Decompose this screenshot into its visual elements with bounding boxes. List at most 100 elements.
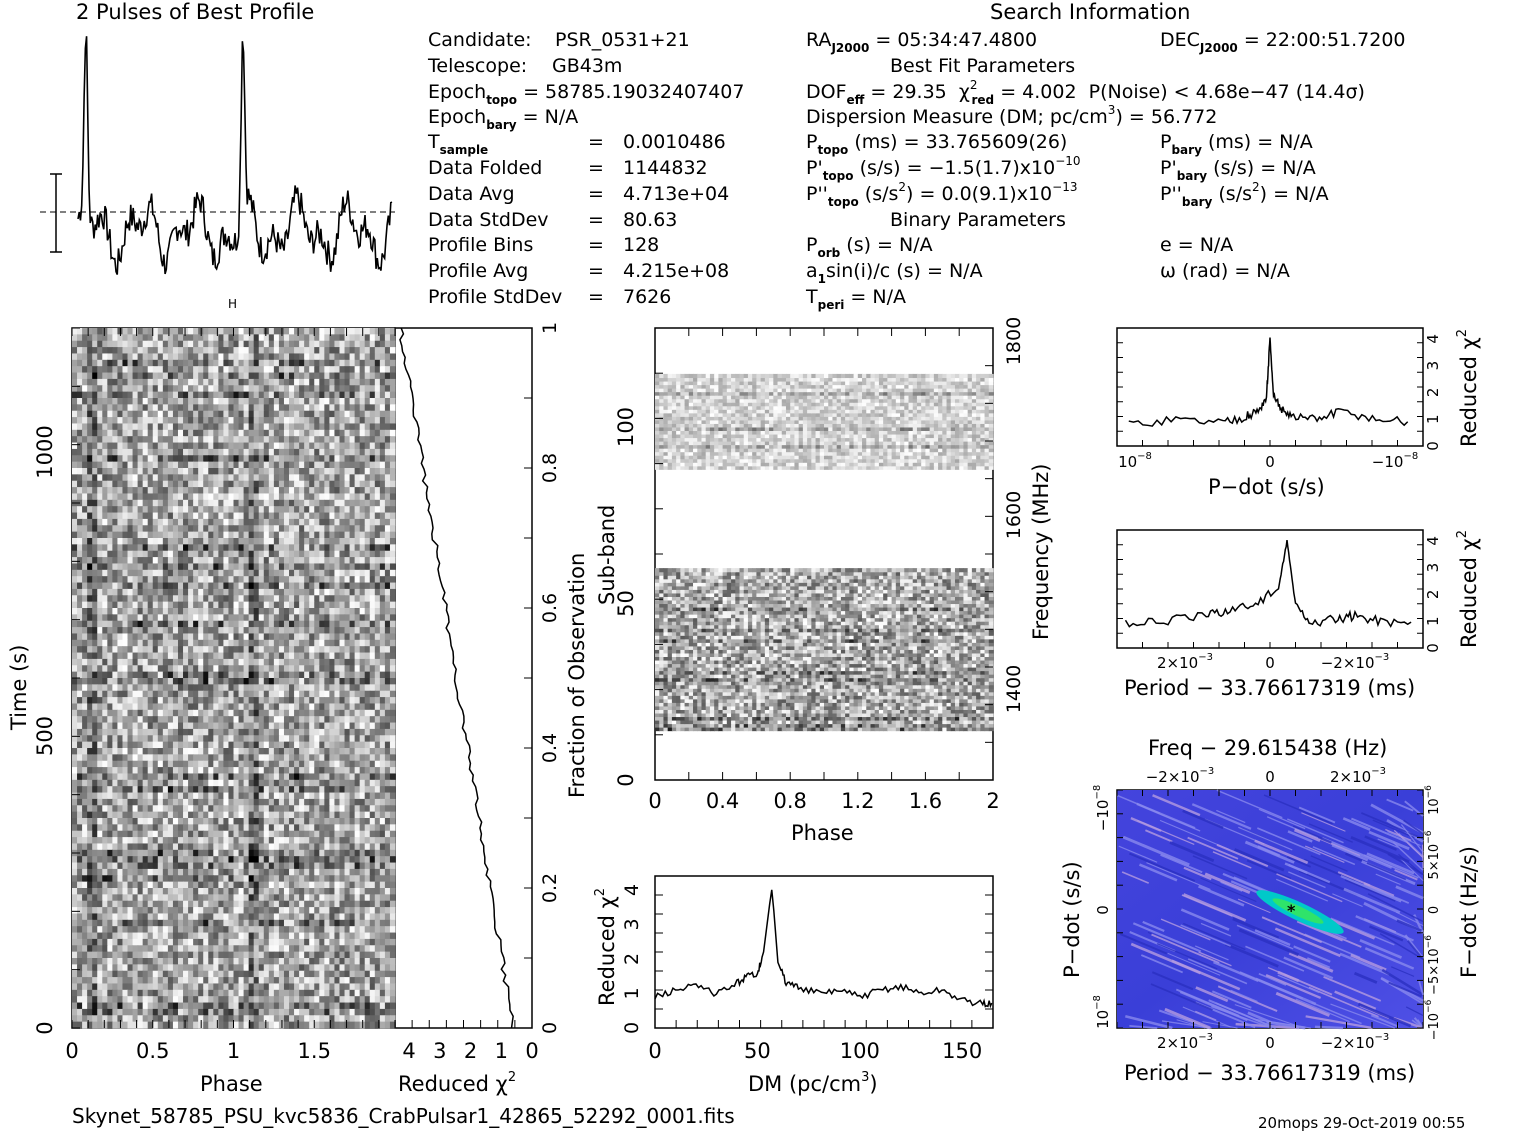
greyscale-cell bbox=[244, 773, 250, 780]
greyscale-cell bbox=[158, 570, 164, 577]
greyscale-cell bbox=[72, 589, 78, 596]
greyscale-cell bbox=[97, 525, 103, 532]
greyscale-cell bbox=[168, 525, 174, 532]
greyscale-cell bbox=[107, 519, 113, 526]
greyscale-cell bbox=[370, 748, 376, 755]
greyscale-cell bbox=[380, 570, 386, 577]
greyscale-cell bbox=[208, 723, 214, 730]
greyscale-cell bbox=[77, 653, 83, 660]
greyscale-cell bbox=[249, 672, 255, 679]
greyscale-cell bbox=[259, 557, 265, 564]
greyscale-cell bbox=[294, 519, 300, 526]
greyscale-cell bbox=[138, 474, 144, 481]
greyscale-cell bbox=[259, 525, 265, 532]
greyscale-cell bbox=[178, 563, 184, 570]
greyscale-cell bbox=[97, 493, 103, 500]
greyscale-cell bbox=[375, 583, 381, 590]
greyscale-cell bbox=[329, 563, 335, 570]
greyscale-cell bbox=[299, 773, 305, 780]
greyscale-cell bbox=[269, 684, 275, 691]
greyscale-cell bbox=[158, 481, 164, 488]
greyscale-cell bbox=[294, 455, 300, 462]
greyscale-cell bbox=[279, 360, 285, 367]
greyscale-cell bbox=[77, 729, 83, 736]
greyscale-cell bbox=[133, 659, 139, 666]
greyscale-cell bbox=[87, 468, 93, 475]
greyscale-cell bbox=[244, 665, 250, 672]
greyscale-cell bbox=[143, 443, 149, 450]
greyscale-cell bbox=[213, 443, 219, 450]
greyscale-cell bbox=[97, 430, 103, 437]
greyscale-cell bbox=[87, 767, 93, 774]
greyscale-cell bbox=[304, 729, 310, 736]
greyscale-cell bbox=[239, 538, 245, 545]
greyscale-cell bbox=[153, 551, 159, 558]
greyscale-cell bbox=[309, 780, 315, 787]
greyscale-cell bbox=[365, 767, 371, 774]
greyscale-cell bbox=[259, 653, 265, 660]
greyscale-cell bbox=[122, 443, 128, 450]
greyscale-cell bbox=[107, 646, 113, 653]
greyscale-cell bbox=[168, 366, 174, 373]
greyscale-cell bbox=[97, 684, 103, 691]
greyscale-cell bbox=[365, 608, 371, 615]
greyscale-cell bbox=[264, 353, 270, 360]
greyscale-cell bbox=[314, 640, 320, 647]
greyscale-cell bbox=[203, 583, 209, 590]
greyscale-cell bbox=[324, 659, 330, 666]
greyscale-cell bbox=[87, 754, 93, 761]
greyscale-cell bbox=[173, 563, 179, 570]
greyscale-cell bbox=[234, 589, 240, 596]
greyscale-cell bbox=[264, 614, 270, 621]
greyscale-cell bbox=[304, 449, 310, 456]
greyscale-cell bbox=[329, 659, 335, 666]
greyscale-cell bbox=[380, 398, 386, 405]
greyscale-cell bbox=[385, 793, 391, 800]
greyscale-cell bbox=[198, 614, 204, 621]
greyscale-cell bbox=[324, 716, 330, 723]
greyscale-cell bbox=[309, 341, 315, 348]
greyscale-cell bbox=[228, 506, 234, 513]
greyscale-cell bbox=[107, 468, 113, 475]
greyscale-cell bbox=[102, 691, 108, 698]
greyscale-cell bbox=[92, 328, 98, 335]
greyscale-cell bbox=[92, 678, 98, 685]
greyscale-cell bbox=[178, 799, 184, 806]
greyscale-cell bbox=[97, 544, 103, 551]
greyscale-cell bbox=[274, 513, 280, 520]
greyscale-cell bbox=[259, 462, 265, 469]
greyscale-cell bbox=[329, 672, 335, 679]
greyscale-cell bbox=[239, 710, 245, 717]
greyscale-cell bbox=[244, 430, 250, 437]
greyscale-cell bbox=[97, 392, 103, 399]
greyscale-cell bbox=[385, 812, 391, 819]
greyscale-cell bbox=[334, 557, 340, 564]
greyscale-cell bbox=[264, 519, 270, 526]
greyscale-cell bbox=[102, 665, 108, 672]
greyscale-cell bbox=[304, 551, 310, 558]
greyscale-cell bbox=[375, 780, 381, 787]
greyscale-cell bbox=[198, 767, 204, 774]
greyscale-cell bbox=[234, 627, 240, 634]
greyscale-cell bbox=[77, 423, 83, 430]
greyscale-cell bbox=[178, 735, 184, 742]
greyscale-cell bbox=[299, 710, 305, 717]
greyscale-cell bbox=[77, 614, 83, 621]
greyscale-cell bbox=[334, 347, 340, 354]
greyscale-cell bbox=[244, 748, 250, 755]
greyscale-cell bbox=[319, 538, 325, 545]
greyscale-cell bbox=[339, 710, 345, 717]
greyscale-cell bbox=[107, 786, 113, 793]
greyscale-cell bbox=[158, 602, 164, 609]
greyscale-cell bbox=[183, 532, 189, 539]
greyscale-cell bbox=[198, 392, 204, 399]
greyscale-cell bbox=[360, 761, 366, 768]
greyscale-cell bbox=[234, 430, 240, 437]
greyscale-cell bbox=[339, 735, 345, 742]
greyscale-cell bbox=[365, 474, 371, 481]
greyscale-cell bbox=[360, 500, 366, 507]
greyscale-cell bbox=[128, 532, 134, 539]
greyscale-cell bbox=[183, 519, 189, 526]
greyscale-cell bbox=[188, 385, 194, 392]
greyscale-cell bbox=[223, 462, 229, 469]
